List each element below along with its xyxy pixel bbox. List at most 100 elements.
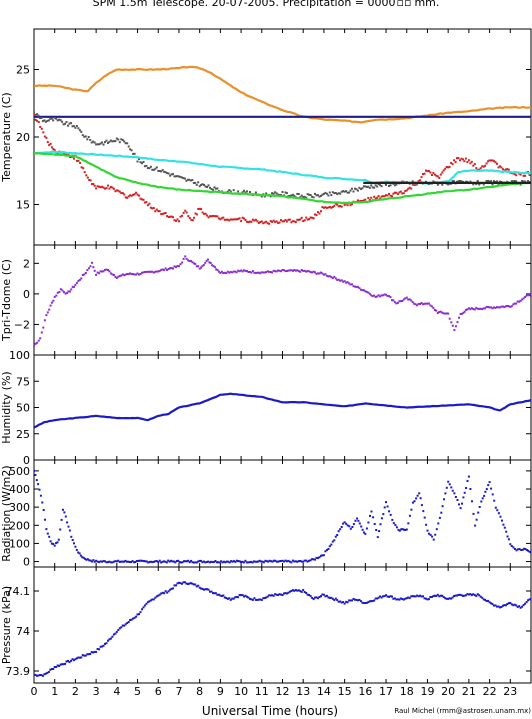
data-point [274,220,277,223]
data-point [210,188,213,191]
data-point [385,183,387,186]
data-point [37,114,40,117]
data-point [173,265,176,268]
data-point [415,497,418,500]
data-point [53,295,56,298]
data-point [515,302,518,305]
data-point [404,597,407,600]
data-point [302,560,305,563]
data-point [143,165,146,168]
data-point [290,221,293,224]
data-point [417,302,420,305]
data-point [257,222,260,224]
data-point [64,515,67,518]
data-point [217,593,220,596]
data-point [87,653,90,656]
y-tick-label: 200 [9,519,30,532]
data-point [293,269,296,271]
data-point [67,124,69,127]
data-point [450,161,453,164]
data-point [388,510,391,513]
data-point [285,270,288,272]
data-point [354,187,356,190]
data-point [200,184,203,186]
data-point [299,560,302,562]
data-point [334,597,337,600]
data-point [459,313,462,315]
data-point [251,561,254,564]
data-point [317,557,319,560]
data-point [349,527,352,530]
data-point [70,288,73,291]
data-point [163,560,165,563]
y-tick-label: 500 [9,465,30,478]
data-point [138,559,141,562]
data-point [334,192,337,194]
data-point [185,179,188,182]
data-point [448,597,451,600]
data-point [149,270,152,273]
data-point [49,142,52,145]
data-point [117,629,120,631]
data-point [367,185,370,188]
data-point [416,494,419,497]
data-point [379,295,382,298]
data-point [157,594,160,597]
data-point [394,524,397,526]
data-point [201,265,204,268]
data-point [484,164,487,167]
data-point [55,666,58,668]
data-point [368,600,371,603]
data-point [497,605,500,608]
data-point [385,501,387,504]
data-point [229,218,232,221]
data-point [115,560,118,563]
data-point [345,522,348,525]
data-point [120,274,123,277]
data-point [281,594,284,597]
data-point [34,673,37,676]
data-point [74,283,77,286]
data-point [109,186,112,188]
data-point [197,208,200,210]
data-point [368,292,371,295]
data-point [260,195,263,198]
data-point [263,195,266,198]
data-point [522,180,525,183]
data-point [469,162,472,165]
data-point [46,311,49,314]
data-point [473,308,476,311]
data-point [89,138,92,141]
data-point [89,265,92,268]
data-point [230,560,233,563]
data-point [525,294,528,297]
data-point [253,597,256,600]
data-point [268,222,271,225]
data-point [154,210,157,213]
data-point [187,559,190,562]
data-point [101,141,103,144]
data-point [459,159,461,162]
data-point [165,561,168,564]
data-point [491,159,494,162]
data-point [339,279,342,282]
data-point [518,548,521,551]
data-point [430,174,433,176]
data-point [178,175,180,178]
data-point [258,559,261,562]
data-point [325,594,328,597]
data-point [246,270,248,273]
data-point [238,270,241,273]
data-point [393,191,396,194]
data-point [334,202,337,205]
data-point [133,561,135,564]
data-point [228,219,231,222]
data-point [285,192,288,195]
data-point [48,535,51,538]
data-point [365,186,368,188]
data-point [242,561,245,564]
data-point [50,542,53,545]
data-point [340,601,343,604]
